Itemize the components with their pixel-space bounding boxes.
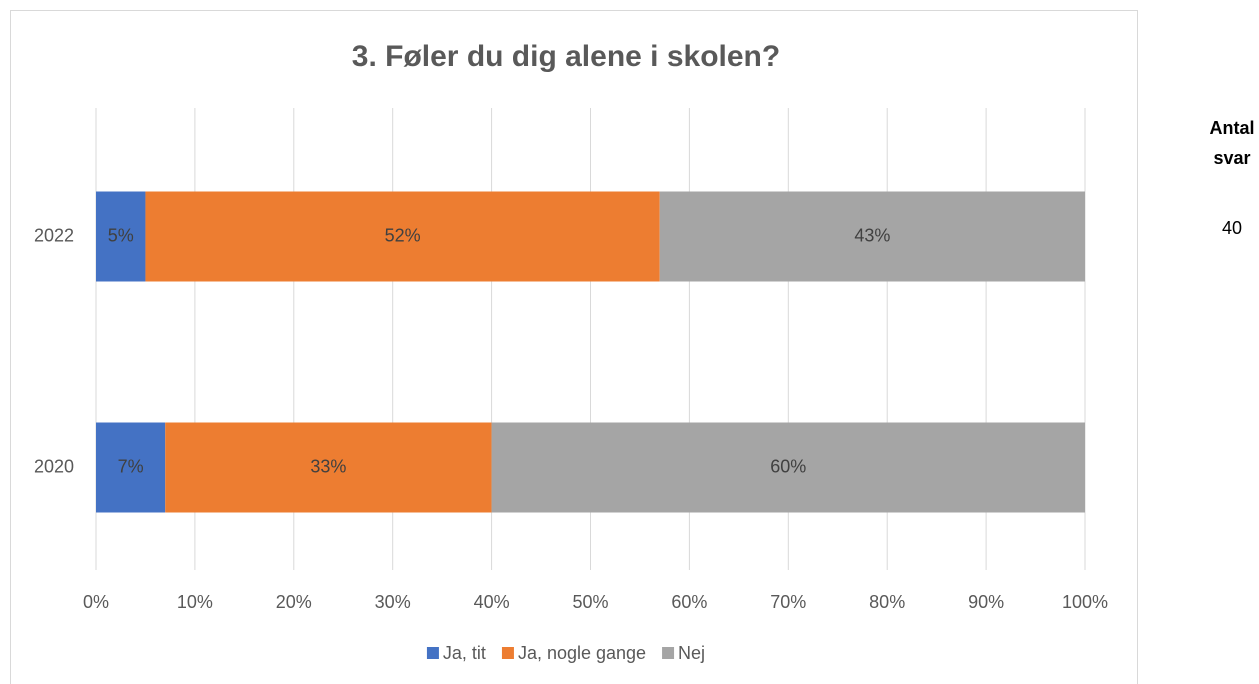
x-tick-label: 100% xyxy=(1062,592,1108,612)
bar-segment xyxy=(165,422,492,513)
chart-frame xyxy=(10,10,1138,684)
legend-swatch xyxy=(501,647,514,659)
bar-segment xyxy=(659,191,1085,282)
x-tick-label: 60% xyxy=(671,592,707,612)
x-tick-label: 10% xyxy=(177,592,213,612)
y-tick-label: 2020 xyxy=(34,456,74,476)
bar-segment xyxy=(491,422,1086,513)
x-tick-label: 30% xyxy=(375,592,411,612)
x-tick-label: 70% xyxy=(770,592,806,612)
value-label: 5% xyxy=(108,225,134,245)
x-tick-label: 90% xyxy=(968,592,1004,612)
x-tick-label: 50% xyxy=(572,592,608,612)
side-header: Antal svar xyxy=(1209,118,1255,168)
legend-label: Nej xyxy=(678,643,705,663)
bar-segment xyxy=(96,191,146,282)
value-label: 7% xyxy=(118,456,144,476)
x-tick-label: 80% xyxy=(869,592,905,612)
bar-segment xyxy=(145,191,660,282)
legend-swatch xyxy=(426,647,439,659)
value-label: 43% xyxy=(854,225,890,245)
value-label: 52% xyxy=(385,225,421,245)
bar-segment xyxy=(96,422,166,513)
legend-label: Ja, nogle gange xyxy=(518,643,646,663)
y-tick-label: 2022 xyxy=(34,225,74,245)
value-label: 60% xyxy=(770,456,806,476)
x-tick-label: 20% xyxy=(276,592,312,612)
value-label: 33% xyxy=(310,456,346,476)
x-tick-label: 0% xyxy=(83,592,109,612)
legend-label: Ja, tit xyxy=(443,643,486,663)
legend-swatch xyxy=(662,647,675,659)
side-count: 40 xyxy=(1221,218,1243,238)
x-tick-label: 40% xyxy=(474,592,510,612)
chart-title: 3. Føler du dig alene i skolen? xyxy=(352,40,780,73)
